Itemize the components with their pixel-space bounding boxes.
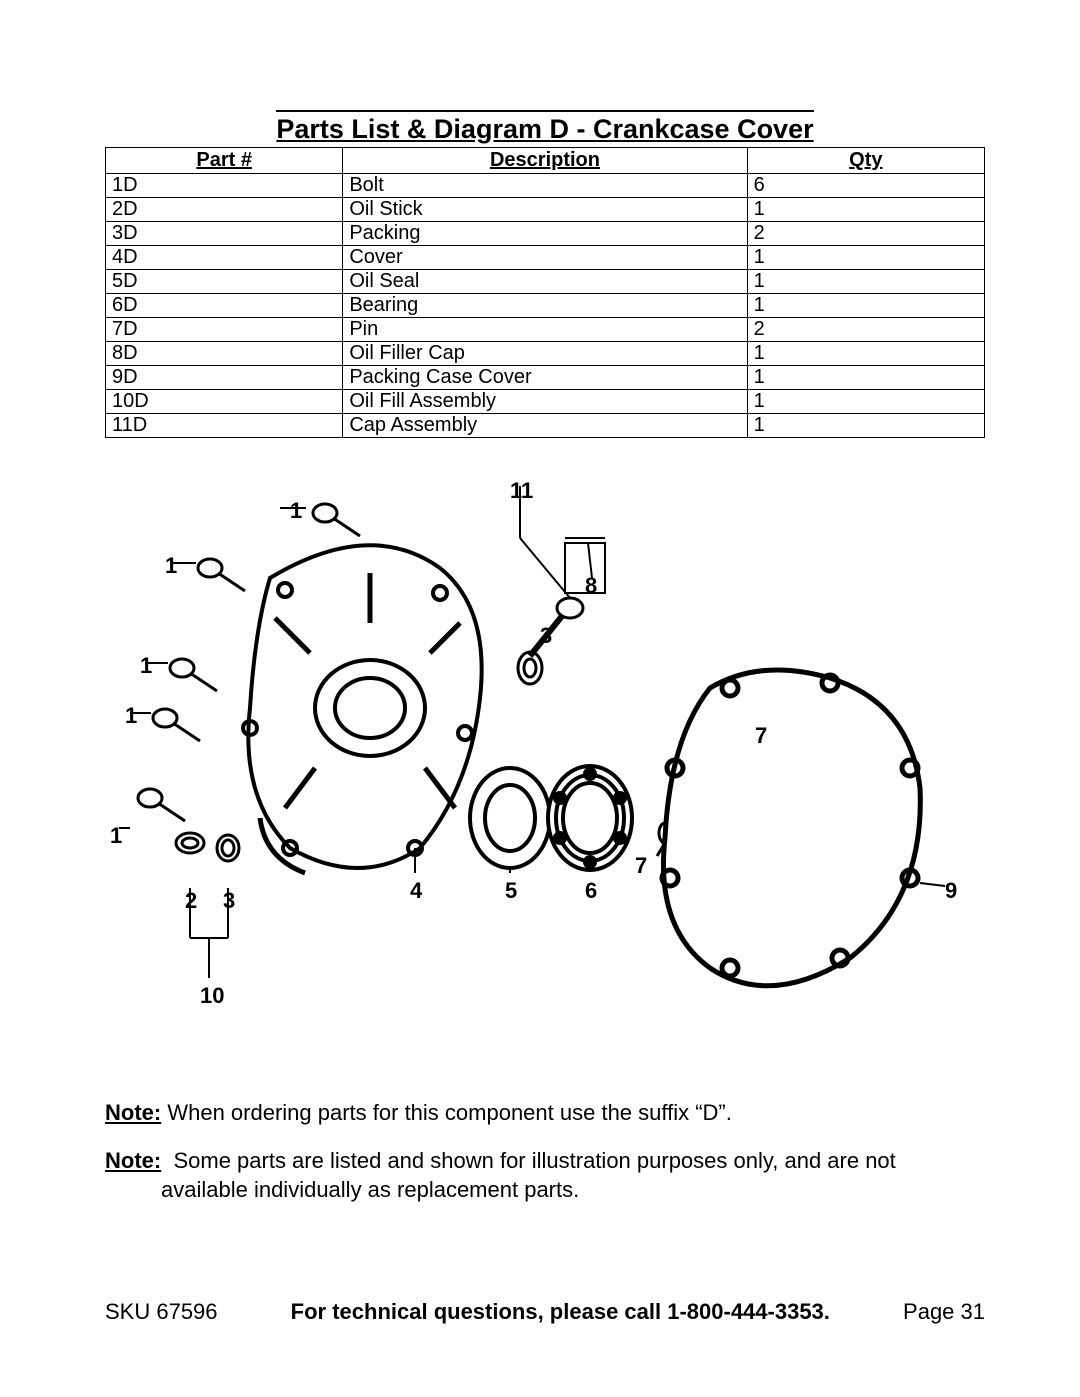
table-cell: 4D [106, 246, 343, 270]
table-row: 3DPacking2 [106, 222, 985, 246]
diagram-label: 1 [125, 703, 137, 729]
title-wrap: Parts List & Diagram D - Crankcase Cover [105, 110, 985, 145]
table-cell: 1 [747, 294, 984, 318]
table-cell: 8D [106, 342, 343, 366]
table-cell: Oil Fill Assembly [343, 390, 747, 414]
diagram-svg [110, 478, 980, 1038]
diagram-label: 7 [635, 853, 647, 879]
table-cell: 7D [106, 318, 343, 342]
table-row: 5DOil Seal1 [106, 270, 985, 294]
note-1: Note: When ordering parts for this compo… [105, 1098, 985, 1128]
table-cell: 1 [747, 246, 984, 270]
note-2: Note: Some parts are listed and shown fo… [105, 1146, 985, 1205]
note-label: Note: [105, 1148, 161, 1173]
table-cell: Bearing [343, 294, 747, 318]
page-title: Parts List & Diagram D - Crankcase Cover [276, 110, 813, 145]
table-cell: 1 [747, 390, 984, 414]
diagram-label: 1 [165, 553, 177, 579]
note-1-text: When ordering parts for this component u… [167, 1100, 732, 1125]
diagram-label: 3 [540, 623, 552, 649]
col-description: Description [343, 148, 747, 174]
table-cell: Packing Case Cover [343, 366, 747, 390]
table-cell: 3D [106, 222, 343, 246]
table-cell: 1D [106, 174, 343, 198]
footer-sku: SKU 67596 [105, 1299, 218, 1325]
table-row: 4DCover1 [106, 246, 985, 270]
exploded-diagram: 1111123345677891011 [110, 478, 980, 1038]
table-row: 8DOil Filler Cap1 [106, 342, 985, 366]
table-cell: Pin [343, 318, 747, 342]
diagram-label: 1 [110, 823, 122, 849]
diagram-label: 4 [410, 878, 422, 904]
diagram-label: 7 [755, 723, 767, 749]
table-row: 11DCap Assembly1 [106, 414, 985, 438]
table-cell: 11D [106, 414, 343, 438]
diagram-label: 9 [945, 878, 957, 904]
table-cell: 1 [747, 270, 984, 294]
table-cell: 2 [747, 222, 984, 246]
table-cell: 2D [106, 198, 343, 222]
diagram-label: 3 [223, 888, 235, 914]
diagram-label: 5 [505, 878, 517, 904]
table-cell: Bolt [343, 174, 747, 198]
table-header-row: Part # Description Qty [106, 148, 985, 174]
table-cell: 9D [106, 366, 343, 390]
col-part: Part # [106, 148, 343, 174]
diagram-label: 1 [290, 498, 302, 524]
page: Parts List & Diagram D - Crankcase Cover… [0, 0, 1080, 1397]
footer-page: Page 31 [903, 1299, 985, 1325]
table-cell: Packing [343, 222, 747, 246]
note-2-text-a: Some parts are listed and shown for illu… [173, 1148, 895, 1173]
diagram-label: 2 [185, 888, 197, 914]
table-row: 9DPacking Case Cover1 [106, 366, 985, 390]
table-row: 6DBearing1 [106, 294, 985, 318]
table-cell: 1 [747, 342, 984, 366]
table-row: 2DOil Stick1 [106, 198, 985, 222]
table-cell: 1 [747, 198, 984, 222]
table-cell: 6 [747, 174, 984, 198]
table-row: 10DOil Fill Assembly1 [106, 390, 985, 414]
table-cell: 1 [747, 414, 984, 438]
diagram-label: 11 [510, 478, 533, 504]
table-row: 1DBolt6 [106, 174, 985, 198]
notes: Note: When ordering parts for this compo… [105, 1098, 985, 1205]
note-2-text-b: available individually as replacement pa… [105, 1175, 985, 1205]
table-cell: 2 [747, 318, 984, 342]
col-qty: Qty [747, 148, 984, 174]
table-cell: Cover [343, 246, 747, 270]
footer-phone: For technical questions, please call 1-8… [291, 1299, 830, 1325]
table-cell: 10D [106, 390, 343, 414]
table-cell: Oil Seal [343, 270, 747, 294]
table-cell: Oil Stick [343, 198, 747, 222]
diagram-label: 6 [585, 878, 597, 904]
table-cell: 6D [106, 294, 343, 318]
footer: SKU 67596 For technical questions, pleas… [105, 1299, 985, 1325]
diagram-label: 1 [140, 653, 152, 679]
diagram-label: 10 [200, 983, 224, 1009]
table-cell: 5D [106, 270, 343, 294]
note-label: Note: [105, 1100, 161, 1125]
parts-table: Part # Description Qty 1DBolt62DOil Stic… [105, 147, 985, 438]
diagram-label: 8 [585, 573, 597, 599]
table-row: 7DPin2 [106, 318, 985, 342]
table-cell: Cap Assembly [343, 414, 747, 438]
table-cell: 1 [747, 366, 984, 390]
table-cell: Oil Filler Cap [343, 342, 747, 366]
